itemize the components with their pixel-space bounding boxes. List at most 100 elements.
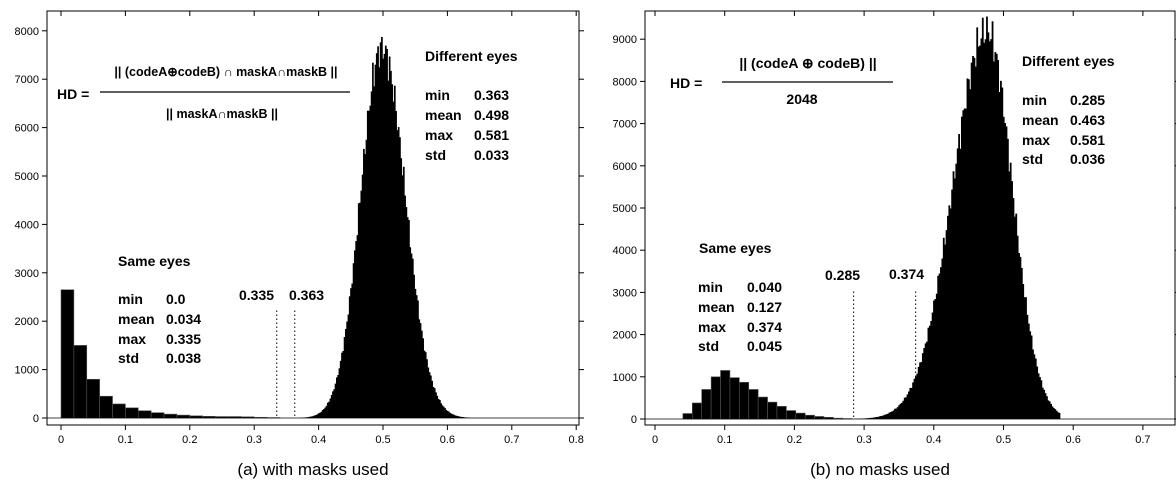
panel-a-same-bar <box>113 404 126 418</box>
panel-a-ytick-label: 3000 <box>15 268 39 280</box>
panel-b-same-mean-value: 0.127 <box>747 299 782 315</box>
panel-b-ytick-label: 8000 <box>613 76 637 88</box>
panel-b-same-bar <box>721 370 730 419</box>
panel-a-diff-mean-label: mean <box>425 107 462 123</box>
panel-b-same-bar <box>768 402 777 419</box>
panel-a-diff-max-label: max <box>425 127 453 143</box>
panel-b-same-max-label: max <box>698 319 726 335</box>
panel-b-same-bar <box>692 403 701 419</box>
panel-a-same-min-label: min <box>118 291 143 307</box>
panel-b-same-bar <box>749 389 758 419</box>
panel-b-same-std-label: std <box>698 338 719 354</box>
panel-a-same-bar <box>151 413 164 418</box>
panel-a-same-bar <box>87 379 100 418</box>
panel-b-threshold-label-1: 0.285 <box>825 267 860 283</box>
panel-b-ytick-label: 9000 <box>613 34 637 46</box>
panel-a-ytick-label: 5000 <box>15 171 39 183</box>
panel-b-threshold-label-2: 0.374 <box>889 266 924 282</box>
panel-a-formula-denominator: || maskA∩maskB || <box>166 107 278 121</box>
panel-a-same-mean-value: 0.034 <box>166 311 201 327</box>
panel-a-diff-mean-value: 0.498 <box>474 107 509 123</box>
panel-b-same-bar <box>702 389 711 419</box>
panel-b-xtick-label: 0 <box>652 434 658 446</box>
panel-a-xtick-label: 0.2 <box>182 434 197 446</box>
panel-b-same-bar <box>786 411 795 419</box>
panel-b-diff-bar <box>1059 413 1061 419</box>
panel-b-caption: (b) no masks used <box>810 460 950 479</box>
panel-b-diff-max-label: max <box>1022 132 1050 148</box>
panel-b-ytick-label: 3000 <box>613 287 637 299</box>
panel-a-xtick-label: 0.6 <box>440 434 455 446</box>
panel-a-diff-std-label: std <box>425 147 446 163</box>
panel-a-ytick-label: 8000 <box>15 26 39 38</box>
panel-b-same-bar <box>739 382 748 419</box>
panel-a-ytick-label: 2000 <box>15 316 39 328</box>
panel-b-xtick-label: 0.4 <box>926 434 941 446</box>
panel-a-threshold-label-1: 0.335 <box>239 287 274 303</box>
panel-a-same-bar <box>100 396 113 418</box>
panel-a-same-max-label: max <box>118 331 146 347</box>
panel-b-ytick-label: 4000 <box>613 245 637 257</box>
panel-b-same-min-label: min <box>698 279 723 295</box>
panel-b-same-std-value: 0.045 <box>747 338 782 354</box>
panel-b-diff-min-label: min <box>1022 92 1047 108</box>
panel-b-xtick-label: 0.2 <box>787 434 802 446</box>
panel-a-xtick-label: 0.8 <box>569 434 584 446</box>
panel-a-formula-lhs: HD = <box>57 86 89 102</box>
panel-a-same-max-value: 0.335 <box>166 331 201 347</box>
panel-b-same-bar <box>683 414 692 419</box>
panel-a-xtick-label: 0.7 <box>504 434 519 446</box>
panel-b-ytick-label: 2000 <box>613 330 637 342</box>
panel-b-same-bar <box>796 413 805 419</box>
panel-b-xtick-label: 0.5 <box>996 434 1011 446</box>
panel-b-diff-title: Different eyes <box>1022 53 1115 69</box>
panel-b-ytick-label: 6000 <box>613 161 637 173</box>
panel-b-bars <box>645 17 1175 419</box>
panel-a-threshold-label-2: 0.363 <box>289 287 324 303</box>
panel-a-same-bar <box>164 414 177 418</box>
panel-b-ytick-label: 7000 <box>613 119 637 131</box>
panel-a-same-mean-label: mean <box>118 311 155 327</box>
panel-a-same-std-value: 0.038 <box>166 350 201 366</box>
panel-a-same-title: Same eyes <box>118 253 191 269</box>
panel-a-xtick-label: 0.5 <box>375 434 390 446</box>
panel-b-diff-std-label: std <box>1022 151 1043 167</box>
panel-a-same-bar <box>138 411 151 418</box>
panel-b-same-bar <box>805 415 814 419</box>
panel-a-ytick-label: 1000 <box>15 365 39 377</box>
panel-a-same-bar <box>74 345 87 418</box>
panel-b-same-min-value: 0.040 <box>747 279 782 295</box>
panel-b-same-bar <box>730 378 739 419</box>
panel-a-xtick-label: 0.1 <box>118 434 133 446</box>
panel-b-frame <box>645 11 1175 425</box>
panel-b-same-title: Same eyes <box>699 240 772 256</box>
panel-a-same-bar <box>125 408 138 418</box>
panel-b-xtick-label: 0.3 <box>856 434 871 446</box>
panel-b-ytick-label: 1000 <box>613 372 637 384</box>
panel-b-xtick-label: 0.1 <box>717 434 732 446</box>
panel-a-ytick-label: 4000 <box>15 219 39 231</box>
panel-a-same-bar <box>61 290 74 418</box>
panel-a-diff-min-value: 0.363 <box>474 87 509 103</box>
panel-b-ytick-label: 0 <box>631 414 637 426</box>
panel-b-xtick-label: 0.7 <box>1135 434 1150 446</box>
panel-a-same-bar <box>177 415 190 418</box>
panel-b-same-bar <box>758 397 767 419</box>
panel-b-diff-mean-label: mean <box>1022 112 1059 128</box>
panel-a-diff-std-value: 0.033 <box>474 147 509 163</box>
panel-b-same-mean-label: mean <box>698 299 735 315</box>
panel-a-ytick-label: 6000 <box>15 123 39 135</box>
panel-a-thresholds <box>277 310 295 416</box>
panel-a-xtick-label: 0 <box>58 434 64 446</box>
panel-a-ytick-label: 7000 <box>15 74 39 86</box>
panel-a-diff-title: Different eyes <box>425 48 518 64</box>
panel-b-formula-denominator: 2048 <box>786 91 817 107</box>
panel-b-same-bar <box>711 377 720 419</box>
panel-a-same-std-label: std <box>118 350 139 366</box>
panel-b-xtick-label: 0.6 <box>1066 434 1081 446</box>
panel-b-same-bar <box>777 406 786 419</box>
panel-a-formula-numerator: || (codeA⊕codeB) ∩ maskA∩maskB || <box>114 65 337 79</box>
